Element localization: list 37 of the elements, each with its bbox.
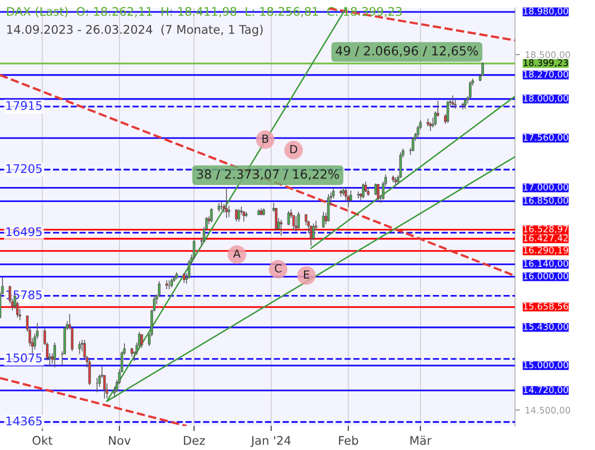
- ref-line-label: 14365: [6, 416, 42, 426]
- x-tick-label: Jan '24: [250, 436, 291, 448]
- ref-line-label: 15.430,00: [524, 323, 568, 331]
- x-tick-label: Mär: [410, 436, 432, 445]
- ref-line-label: 16495: [6, 227, 42, 236]
- y-tick-label: 18.500,00: [526, 51, 570, 60]
- ref-line-label: 17915: [6, 101, 42, 110]
- ref-line-label: 18.270,00: [524, 70, 568, 79]
- ref-line-label: 16.427,42: [524, 234, 568, 242]
- ref-line-label: 17.560,00: [524, 134, 568, 142]
- ref-line-label: 14.720,00: [524, 386, 568, 394]
- annotation: B: [262, 134, 268, 143]
- ref-line-label: 17.000,00: [524, 184, 568, 192]
- annotation: A: [233, 250, 241, 258]
- ref-line-label: 18.000,00: [524, 94, 568, 103]
- x-tick-label: Okt: [32, 436, 52, 445]
- ref-line-label: 15.658,56: [524, 302, 568, 311]
- ref-line-label: 16.290,19: [524, 246, 568, 254]
- ref-line-label: 16.850,00: [524, 196, 568, 205]
- ref-line-label: 15075: [6, 353, 42, 362]
- annotation: 49 / 2.066,96 / 12,65%: [336, 46, 478, 57]
- annotation: D: [290, 145, 298, 154]
- y-tick-label: 14.500,00: [526, 406, 570, 414]
- ref-line-label: 15.000,00: [524, 361, 568, 370]
- annotation: C: [274, 264, 282, 272]
- ref-line-label: 18.980,00: [524, 8, 568, 16]
- x-tick-label: Dez: [184, 436, 205, 445]
- ref-line-label: 18.399,23: [524, 59, 568, 68]
- ref-line-label: 16.528,97: [524, 226, 568, 234]
- ref-line-label: 16.000,00: [524, 272, 568, 280]
- annotation: E: [304, 270, 310, 279]
- x-tick-label: Feb: [339, 436, 358, 445]
- annotation: 38 / 2.373,07 / 16,22%: [196, 169, 339, 180]
- ref-line-label: 17205: [6, 164, 42, 174]
- x-tick-label: Nov: [109, 436, 131, 445]
- ref-line-label: 16.140,00: [524, 260, 568, 268]
- text: 14.09.2023 - 26.03.2024 (7 Monate, 1 Tag): [7, 24, 263, 36]
